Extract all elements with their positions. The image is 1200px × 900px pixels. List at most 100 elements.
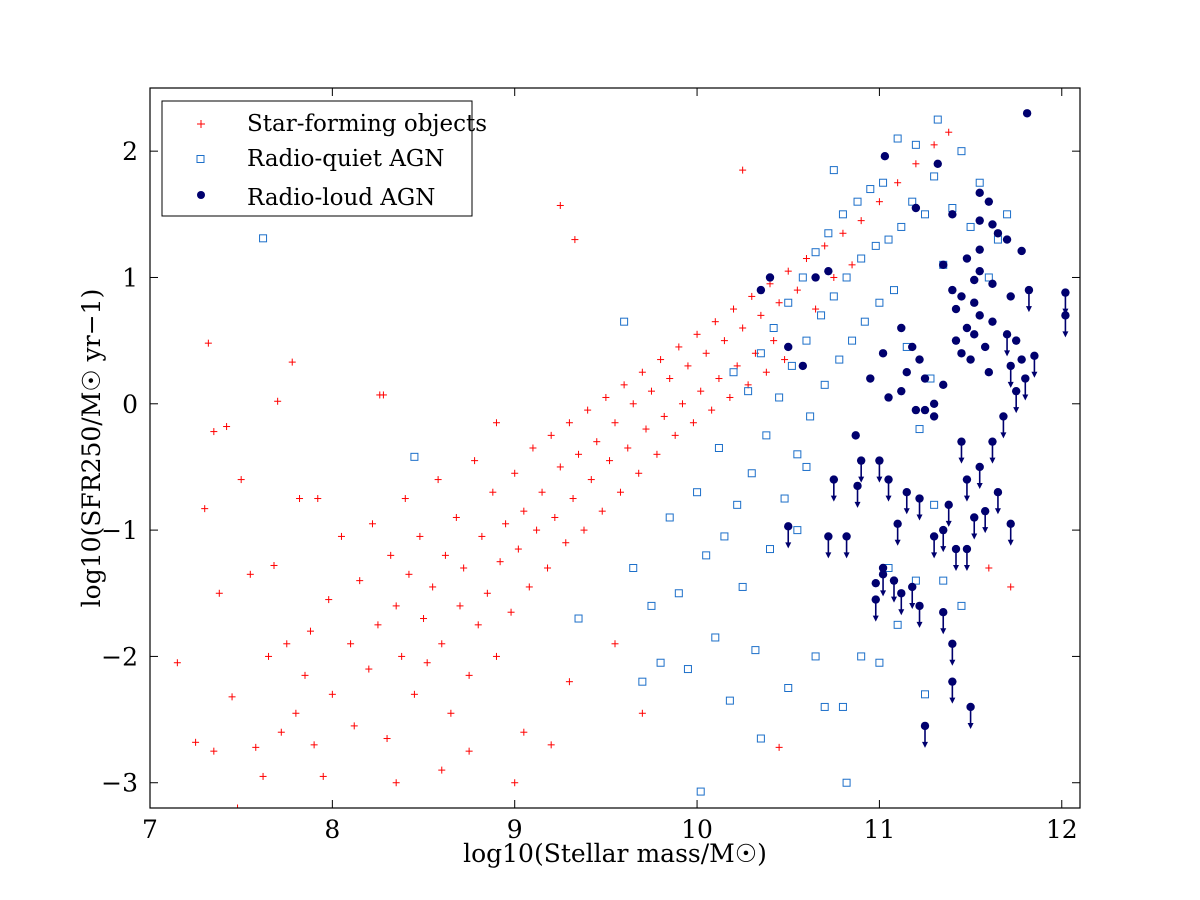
- point-square: [875, 658, 884, 667]
- point-plus: [638, 709, 646, 717]
- point-plus: [374, 621, 382, 629]
- series-star-forming-objects: [173, 128, 1015, 808]
- point-plus: [259, 772, 267, 780]
- point-square: [693, 488, 702, 497]
- point-circle: [980, 342, 990, 352]
- point-circle: [880, 152, 890, 161]
- point-upper-limit: [1061, 288, 1070, 315]
- point-circle: [984, 368, 994, 377]
- point-circle: [811, 273, 820, 282]
- point-circle: [884, 393, 893, 402]
- x-tick-label: 9: [507, 815, 523, 844]
- point-plus: [647, 387, 655, 395]
- point-plus: [460, 564, 468, 572]
- point-square: [857, 652, 866, 661]
- point-square: [930, 172, 939, 181]
- point-plus: [456, 602, 464, 610]
- x-tick-label: 7: [142, 815, 158, 844]
- point-plus: [678, 400, 686, 408]
- y-tick-label: 0: [122, 390, 138, 419]
- point-square: [766, 545, 774, 554]
- point-upper-limit: [856, 456, 866, 483]
- point-square: [966, 222, 975, 231]
- point-square: [853, 197, 862, 206]
- point-upper-limit: [1006, 519, 1015, 546]
- point-plus: [383, 735, 391, 743]
- point-circle: [1002, 235, 1012, 244]
- point-circle: [897, 323, 906, 333]
- point-square: [702, 551, 711, 560]
- point-square: [725, 696, 734, 705]
- legend-marker-circle: [197, 191, 205, 199]
- point-plus: [565, 678, 573, 686]
- point-circle: [871, 578, 880, 588]
- point-plus: [775, 299, 783, 307]
- point-plus: [398, 652, 406, 660]
- point-plus: [748, 292, 756, 300]
- point-upper-limit: [871, 595, 880, 622]
- point-square: [811, 248, 820, 257]
- point-square: [957, 601, 966, 610]
- point-plus: [757, 311, 765, 319]
- point-plus: [237, 476, 245, 484]
- point-plus: [288, 358, 296, 366]
- point-upper-limit: [915, 601, 924, 628]
- point-upper-limit: [1021, 374, 1030, 401]
- point-plus: [314, 495, 322, 503]
- point-plus: [328, 690, 336, 698]
- point-circle: [878, 349, 888, 358]
- point-plus: [489, 488, 497, 496]
- point-plus: [584, 406, 592, 414]
- point-plus: [569, 495, 577, 503]
- point-plus: [310, 741, 318, 749]
- point-plus: [580, 526, 588, 534]
- point-plus: [593, 438, 601, 446]
- point-plus: [387, 551, 395, 559]
- point-plus: [447, 709, 455, 717]
- point-circle: [970, 330, 979, 339]
- point-square: [824, 229, 833, 238]
- point-square: [820, 702, 829, 711]
- point-upper-limit: [988, 437, 997, 464]
- point-plus: [234, 804, 242, 808]
- legend-item-star-forming: Star-forming objects: [197, 111, 487, 137]
- point-plus: [246, 570, 254, 578]
- point-circle: [1017, 246, 1026, 256]
- point-plus: [511, 469, 519, 477]
- point-plus: [602, 393, 610, 401]
- point-upper-limit: [875, 456, 884, 483]
- point-plus: [496, 558, 504, 566]
- point-plus: [347, 640, 355, 648]
- point-square: [259, 234, 268, 243]
- point-plus: [821, 242, 829, 250]
- point-square: [714, 444, 723, 452]
- point-circle: [920, 405, 930, 415]
- point-circle: [851, 431, 860, 440]
- point-square: [729, 368, 738, 377]
- point-plus: [252, 743, 260, 751]
- point-square: [665, 513, 674, 522]
- point-square: [820, 380, 829, 389]
- point-square: [848, 336, 857, 345]
- point-plus: [616, 488, 624, 496]
- point-plus: [587, 476, 595, 484]
- point-plus: [575, 450, 583, 458]
- point-upper-limit: [962, 544, 972, 572]
- point-square: [975, 178, 984, 187]
- point-plus: [985, 564, 993, 572]
- point-circle: [1017, 355, 1026, 364]
- point-square: [908, 197, 917, 206]
- point-plus: [502, 520, 510, 528]
- point-square: [798, 273, 807, 282]
- data-points: [173, 109, 1070, 808]
- point-plus: [520, 728, 528, 736]
- point-plus: [201, 505, 209, 513]
- point-plus: [392, 602, 400, 610]
- legend-marker-square: [196, 155, 205, 163]
- point-square: [806, 412, 815, 421]
- point-plus: [228, 693, 236, 701]
- point-plus: [945, 128, 953, 136]
- point-plus: [697, 387, 705, 395]
- legend-label-radio-quiet: Radio-quiet AGN: [247, 146, 444, 172]
- point-square: [410, 452, 419, 461]
